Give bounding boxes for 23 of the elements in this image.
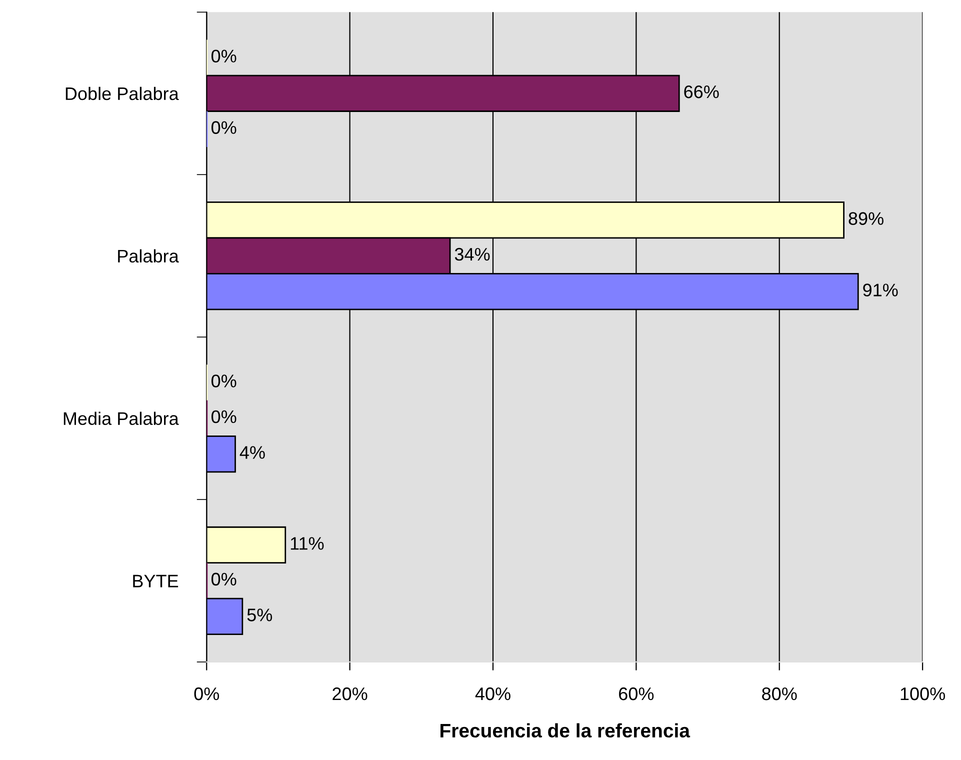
y-tick-label: Palabra <box>118 249 179 263</box>
data-label: 91% <box>863 284 898 296</box>
data-label: 11% <box>290 537 324 550</box>
x-tick-label: 20% <box>332 687 368 700</box>
x-tick-label: 100% <box>900 687 946 700</box>
x-tick-label: 0% <box>194 687 220 700</box>
y-tick-label: Doble Palabra <box>66 86 179 100</box>
x-axis-title: Frecuencia de la referencia <box>440 723 690 738</box>
data-label: 5% <box>247 608 272 622</box>
data-label: 0% <box>211 410 236 424</box>
data-label: 89% <box>848 212 884 225</box>
data-label: 34% <box>454 248 490 261</box>
y-tick-label: BYTE <box>133 574 178 588</box>
x-tick-label: 80% <box>762 687 797 700</box>
data-label: 0% <box>211 121 236 134</box>
data-label: 0% <box>211 572 236 586</box>
x-tick-label: 40% <box>475 687 510 700</box>
x-tick-label: 60% <box>619 687 654 700</box>
data-label: 0% <box>211 50 236 62</box>
y-tick-label: Media Palabra <box>64 412 179 426</box>
data-label: 66% <box>684 85 719 98</box>
data-label: 0% <box>211 374 236 388</box>
data-label: 4% <box>240 446 265 459</box>
